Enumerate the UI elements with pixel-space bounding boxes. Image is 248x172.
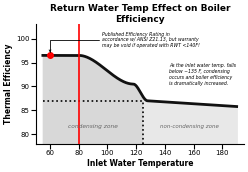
Text: As the inlet water temp. falls
below ~135 F, condensing
occurs and boiler effici: As the inlet water temp. falls below ~13… [169,63,236,86]
Text: condensing zone: condensing zone [68,125,118,130]
Y-axis label: Thermal Efficiency: Thermal Efficiency [4,44,13,124]
Text: non-condensing zone: non-condensing zone [160,125,219,130]
Text: Published Efficiency Rating in
accordance w/ ANSI Z21.13, but warranty
may be vo: Published Efficiency Rating in accordanc… [49,31,200,52]
Title: Return Water Temp Effect on Boiler
Efficiency: Return Water Temp Effect on Boiler Effic… [50,4,230,24]
X-axis label: Inlet Water Temperature: Inlet Water Temperature [87,159,193,168]
